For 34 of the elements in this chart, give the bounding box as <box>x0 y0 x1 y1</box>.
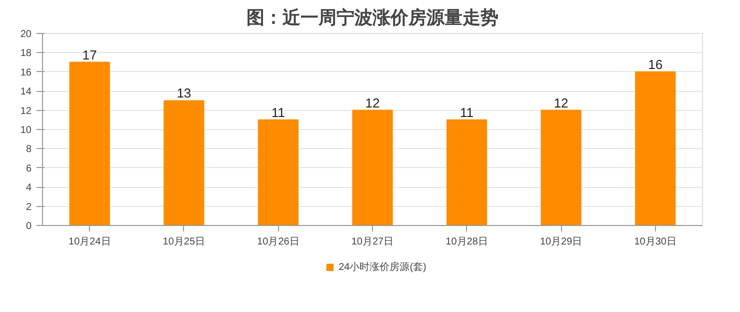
y-tick-label: 18 <box>20 48 32 60</box>
x-tick-label: 10月25日 <box>162 236 206 248</box>
x-tick-label: 10月27日 <box>351 236 394 248</box>
y-tick-label: 10 <box>20 125 32 136</box>
y-tick-label: 0 <box>26 221 32 232</box>
bar <box>446 119 488 226</box>
y-tick-label: 20 <box>20 29 32 40</box>
y-tick-label: 14 <box>20 86 32 98</box>
data-label: 11 <box>271 104 285 120</box>
bar <box>258 119 299 226</box>
y-tick-label: 2 <box>26 202 32 213</box>
x-tick-label: 10月29日 <box>540 236 582 248</box>
x-tick-label: 10月24日 <box>68 236 111 248</box>
y-tick-label: 12 <box>20 106 32 117</box>
data-label: 13 <box>176 86 192 101</box>
bar <box>635 71 676 226</box>
bar <box>540 110 582 226</box>
y-tick-label: 8 <box>26 144 32 156</box>
x-tick-label: 10月26日 <box>257 236 300 248</box>
chart-title: 图：近一周宁波涨价房源量走势 <box>246 8 498 28</box>
x-tick-label: 10月28日 <box>446 236 488 248</box>
data-label: 12 <box>365 95 380 110</box>
data-label: 12 <box>554 95 568 110</box>
data-label: 11 <box>460 104 474 120</box>
bar <box>69 62 110 226</box>
bar <box>164 100 204 226</box>
legend-label: 24小时涨价房源(套) <box>338 260 426 274</box>
y-tick-label: 16 <box>20 67 32 78</box>
data-label: 17 <box>82 47 97 62</box>
x-tick-label: 10月30日 <box>634 236 676 248</box>
y-tick-label: 4 <box>26 182 32 194</box>
data-label: 16 <box>648 56 663 72</box>
y-tick-label: 6 <box>26 163 32 174</box>
bar <box>352 110 393 226</box>
